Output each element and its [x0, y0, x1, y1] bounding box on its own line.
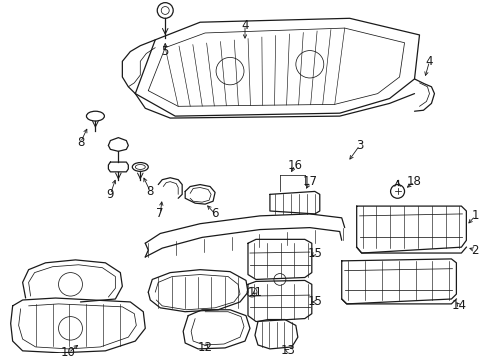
- Text: 3: 3: [355, 139, 363, 152]
- Text: 2: 2: [470, 244, 478, 257]
- Text: 5: 5: [161, 45, 168, 58]
- Text: 11: 11: [247, 286, 262, 299]
- Text: 14: 14: [451, 300, 466, 312]
- Text: 15: 15: [307, 296, 322, 309]
- Text: 4: 4: [241, 19, 248, 32]
- Text: 18: 18: [406, 175, 421, 188]
- Text: 4: 4: [425, 55, 432, 68]
- Text: 15: 15: [307, 247, 322, 260]
- Text: 6: 6: [211, 207, 219, 220]
- Text: 16: 16: [287, 158, 302, 171]
- Text: 8: 8: [77, 136, 84, 149]
- Text: 13: 13: [280, 345, 295, 357]
- Text: 9: 9: [106, 188, 114, 201]
- Text: 10: 10: [61, 346, 76, 359]
- Text: 17: 17: [302, 175, 317, 188]
- Text: 12: 12: [197, 341, 212, 354]
- Text: 7: 7: [156, 207, 163, 220]
- Text: 1: 1: [470, 210, 478, 222]
- Text: 8: 8: [146, 185, 154, 198]
